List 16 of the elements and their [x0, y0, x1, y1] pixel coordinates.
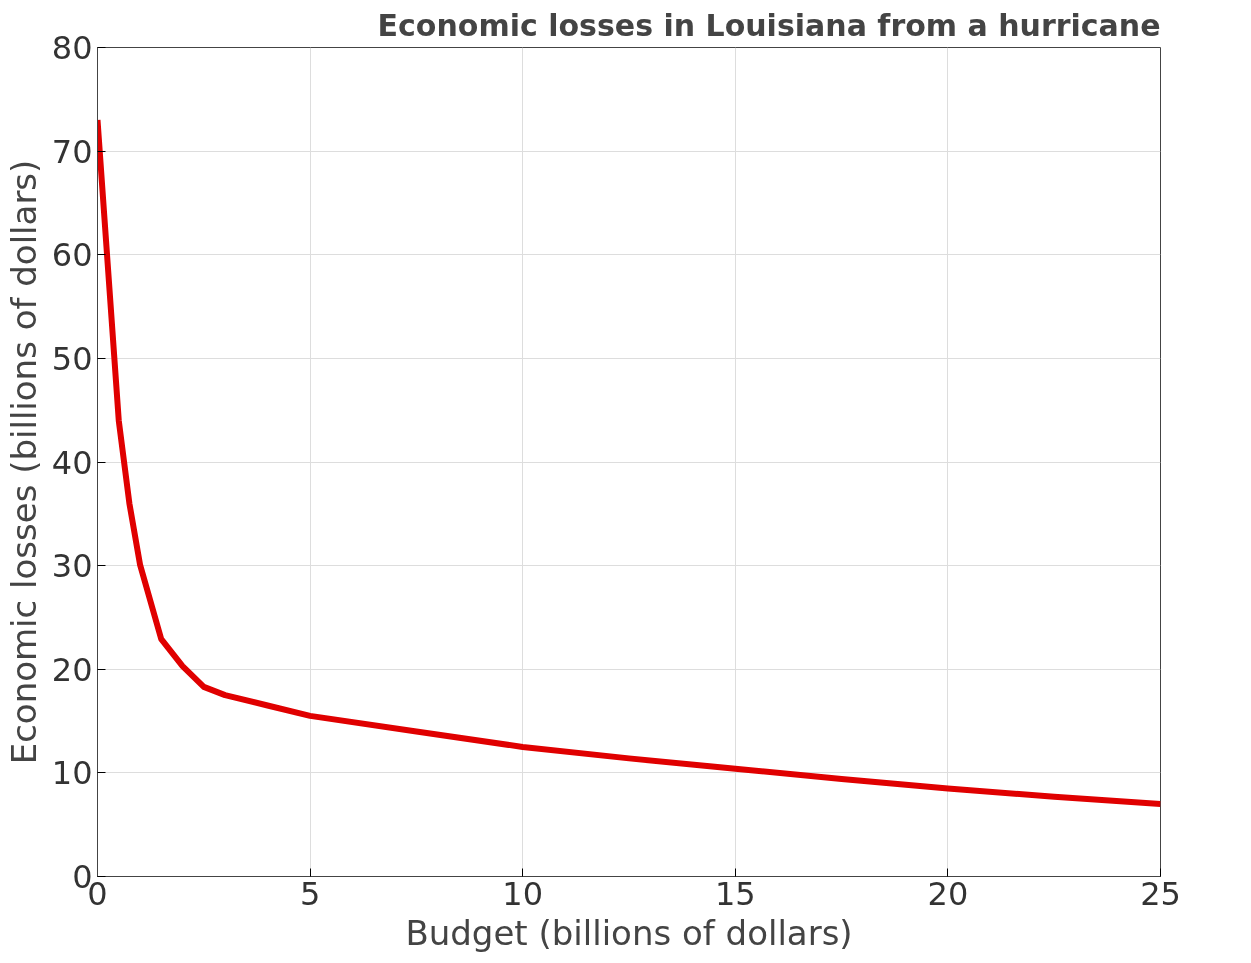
y-axis-title: Economic losses (billions of dollars) — [3, 159, 44, 765]
y-tick-label: 50 — [51, 339, 93, 378]
y-tick-label: 70 — [51, 132, 93, 171]
y-tick-label: 60 — [51, 236, 93, 275]
x-tick-label: 20 — [927, 874, 969, 913]
x-tick-label: 5 — [299, 874, 321, 913]
y-tick-label: 40 — [51, 443, 93, 482]
chart-title: Economic losses in Louisiana from a hurricane — [377, 7, 1161, 43]
x-axis-title: Budget (billions of dollars) — [405, 912, 853, 953]
y-tick-label: 30 — [51, 547, 93, 586]
x-tick-label: 10 — [502, 874, 544, 913]
y-tick-label: 10 — [51, 754, 93, 793]
y-tick-label: 80 — [51, 29, 93, 67]
x-tick-label: 15 — [714, 874, 756, 913]
y-tick-label: 20 — [51, 650, 93, 689]
x-tick-label: 25 — [1140, 874, 1181, 913]
